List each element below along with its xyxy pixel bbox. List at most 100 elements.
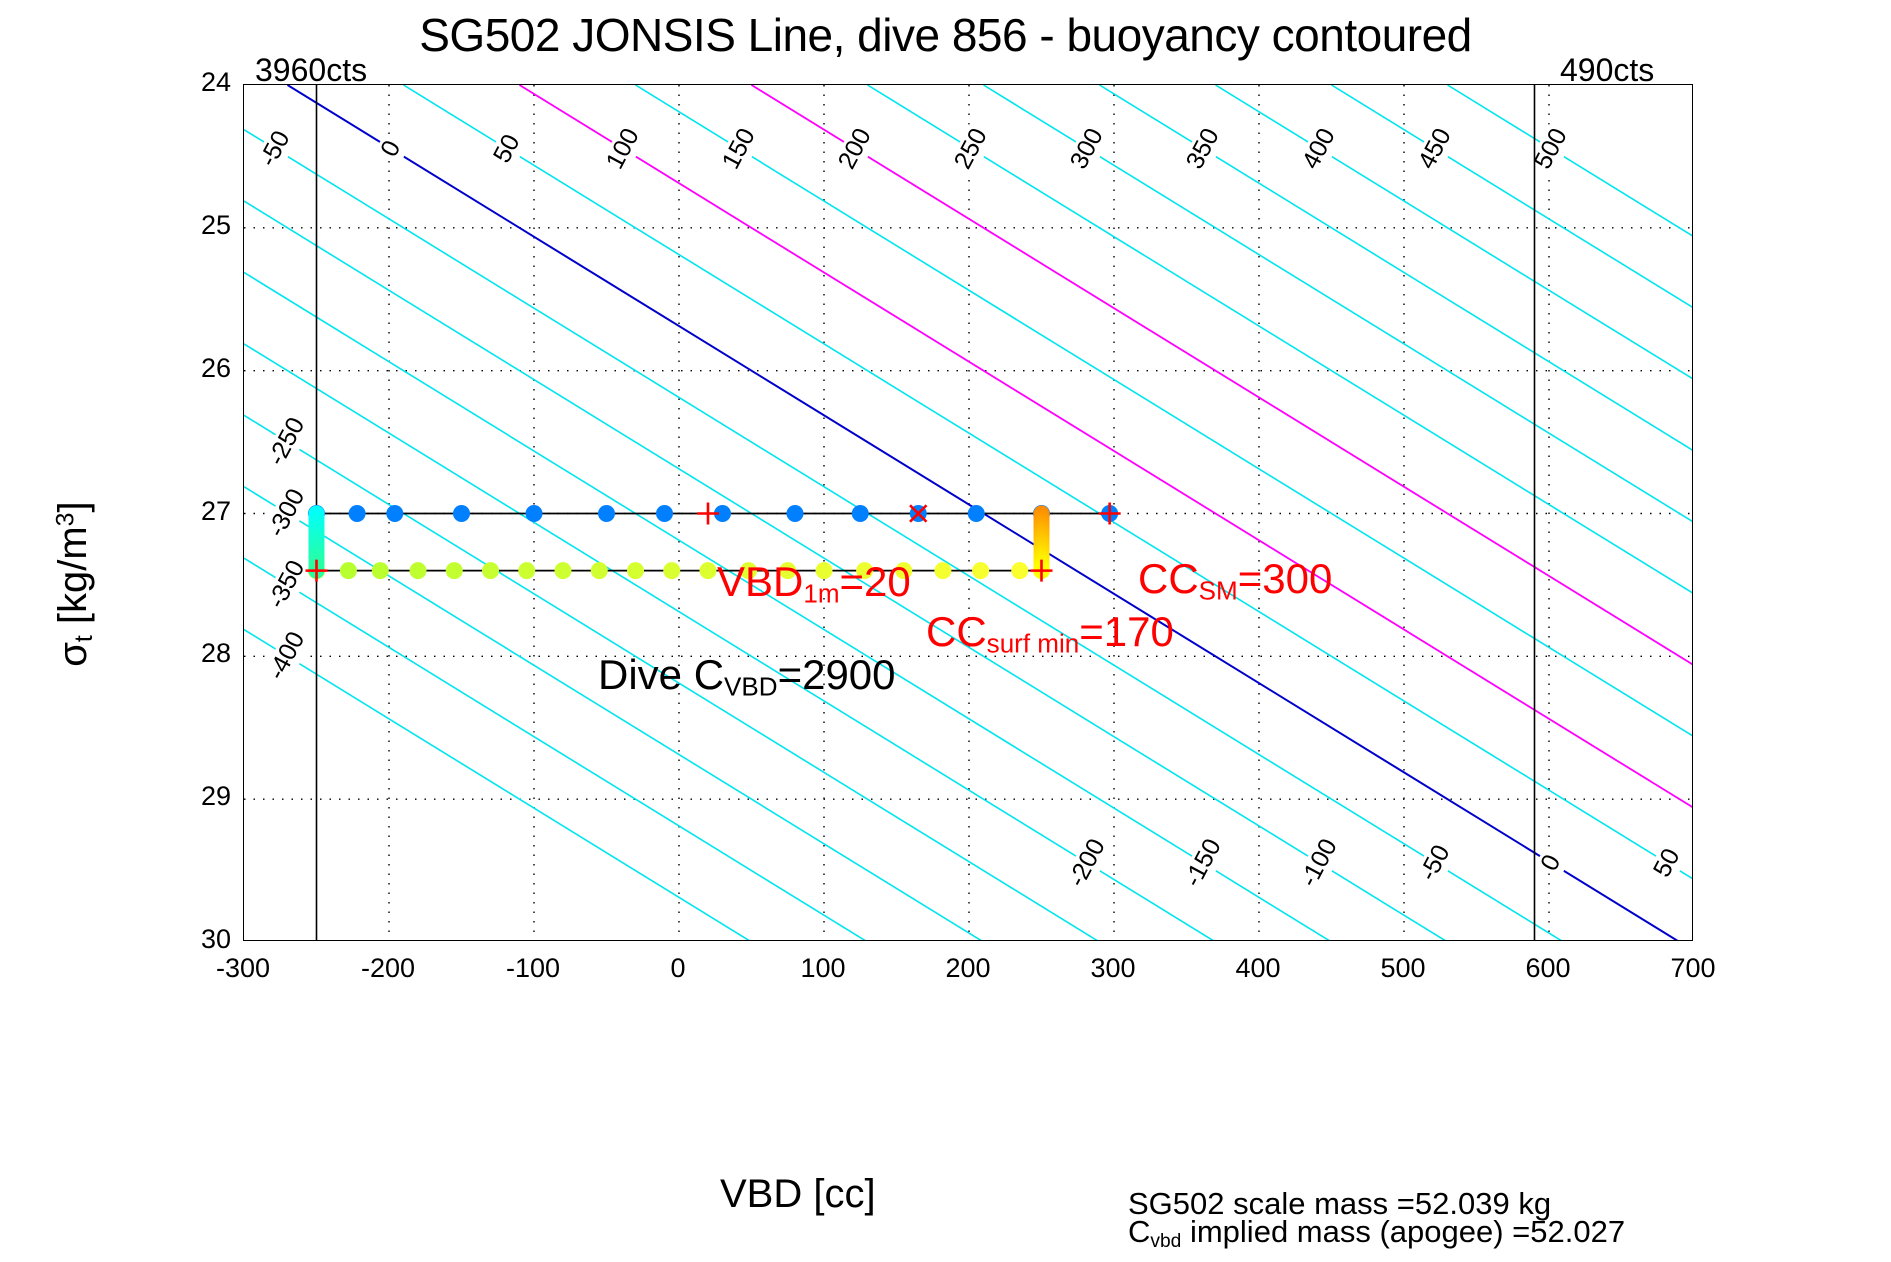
contour-label-mask bbox=[1180, 122, 1227, 176]
data-point bbox=[453, 505, 470, 522]
contour-label: 50 bbox=[1648, 843, 1688, 884]
svg-text:300: 300 bbox=[1065, 124, 1109, 174]
reference-mark bbox=[1098, 502, 1121, 525]
left-counts-label: 3960cts bbox=[255, 52, 368, 88]
x-tick-label: -200 bbox=[360, 953, 416, 983]
reference-mark bbox=[1030, 559, 1053, 582]
y-axis-label-close: ] bbox=[50, 501, 95, 513]
contour-label: -50 bbox=[1412, 837, 1459, 890]
svg-text:450: 450 bbox=[1413, 124, 1457, 174]
data-point bbox=[482, 562, 499, 580]
annotation-cc-sm-sub: SM bbox=[1198, 575, 1238, 606]
contour-label: -150 bbox=[1177, 830, 1231, 897]
contour-line bbox=[1099, 85, 1692, 451]
data-point bbox=[371, 562, 389, 580]
y-axis-label: σt [kg/m3] bbox=[51, 454, 99, 714]
contour-line bbox=[635, 85, 1692, 737]
data-point bbox=[445, 562, 463, 580]
x-tick-label: 100 bbox=[800, 953, 846, 983]
data-point bbox=[815, 562, 833, 580]
data-point bbox=[972, 562, 990, 580]
data-point bbox=[699, 562, 717, 580]
contour-line bbox=[1447, 85, 1692, 237]
right-counts-label: 490cts bbox=[1560, 52, 1655, 88]
svg-text:0: 0 bbox=[375, 136, 406, 161]
y-tick-label: 26 bbox=[200, 352, 231, 383]
contour-line bbox=[519, 85, 1692, 808]
contour-label-mask bbox=[1412, 122, 1459, 176]
x-tick-label: 400 bbox=[1235, 953, 1281, 983]
x-tick-label: -300 bbox=[215, 953, 271, 983]
x-tick-label: -100 bbox=[505, 953, 561, 983]
annotation-cc-surf-min-value: =170 bbox=[1079, 608, 1174, 655]
contour-line bbox=[1331, 85, 1692, 308]
annotation-vbd-1m-value: =20 bbox=[839, 558, 911, 605]
contour-label-mask bbox=[1412, 837, 1459, 890]
contour-line bbox=[244, 557, 866, 940]
contour-line bbox=[244, 414, 1098, 940]
contour-label-mask bbox=[252, 122, 299, 176]
contour-label: -400 bbox=[261, 623, 314, 690]
data-point bbox=[554, 562, 572, 580]
plot-area: -50 0 50 100 150 200 250 300 350 400 450 500 -200 -15… bbox=[243, 84, 1693, 941]
svg-text:150: 150 bbox=[717, 124, 761, 174]
footer-implied-mass-pre: C bbox=[1128, 1214, 1151, 1249]
data-point bbox=[714, 505, 731, 522]
contour-label: 350 bbox=[1180, 122, 1227, 176]
footer-implied-mass-sub: vbd bbox=[1150, 1230, 1182, 1252]
y-tick-label: 25 bbox=[200, 209, 231, 240]
contour-label-mask bbox=[1061, 830, 1115, 897]
reference-marks bbox=[305, 502, 1121, 582]
contour-label: -250 bbox=[261, 409, 314, 476]
annotation-dive-cvbd-sub: VBD bbox=[724, 671, 778, 702]
contour-label-mask bbox=[1648, 843, 1688, 884]
annotation-dive-cvbd-value: =2900 bbox=[777, 651, 896, 698]
data-point bbox=[1011, 562, 1029, 580]
contour-label: -50 bbox=[252, 122, 299, 176]
contour-label-mask bbox=[1296, 122, 1343, 176]
svg-text:400: 400 bbox=[1297, 124, 1341, 174]
y-axis-label-sub: t bbox=[71, 635, 99, 643]
contour-label: 100 bbox=[601, 122, 647, 176]
data-point bbox=[348, 505, 366, 522]
data-point bbox=[590, 562, 608, 580]
data-point bbox=[663, 562, 681, 580]
y-tick-label: 24 bbox=[200, 67, 231, 97]
contour-label-mask bbox=[716, 122, 763, 176]
svg-text:0: 0 bbox=[1535, 850, 1566, 875]
x-tick-label: 200 bbox=[945, 953, 991, 983]
contour-label-mask bbox=[832, 122, 879, 176]
annotation-dive-cvbd-label: Dive C bbox=[598, 651, 725, 698]
x-axis-label: VBD [cc] bbox=[720, 1172, 876, 1216]
data-series bbox=[308, 505, 1119, 580]
y-axis-label-sigma: σ bbox=[50, 642, 95, 667]
data-point bbox=[598, 505, 615, 522]
contour-label: 200 bbox=[832, 122, 879, 176]
svg-text:100: 100 bbox=[601, 124, 645, 174]
annotation-cc-sm-value: =300 bbox=[1237, 555, 1333, 602]
y-axis-label-sup: 3 bbox=[52, 512, 80, 527]
y-axis-label-unit: [kg/m bbox=[50, 526, 95, 636]
reference-mark bbox=[909, 504, 928, 523]
contour-lines bbox=[244, 85, 1692, 940]
data-point bbox=[339, 562, 357, 580]
contour-label-mask bbox=[948, 122, 995, 176]
contour-label: 0 bbox=[1535, 850, 1568, 877]
annotation-cc-surf-min-label: CC bbox=[926, 608, 987, 655]
contour-label: 0 bbox=[375, 136, 408, 163]
contour-label: -100 bbox=[1293, 830, 1347, 897]
contour-label: 150 bbox=[716, 122, 763, 176]
annotation-cc-surf-min-sub: surf min bbox=[986, 628, 1080, 659]
data-point bbox=[386, 505, 404, 522]
annotation-vbd-1m-label: VBD bbox=[717, 558, 804, 605]
svg-text:350: 350 bbox=[1181, 124, 1225, 174]
x-tick-label: 500 bbox=[1380, 953, 1426, 983]
contour-label: -200 bbox=[1061, 830, 1115, 897]
contour-label: 250 bbox=[948, 122, 995, 176]
contour-label-mask bbox=[1293, 830, 1347, 897]
contour-label: -300 bbox=[261, 480, 314, 547]
contour-line bbox=[244, 343, 1214, 940]
data-point bbox=[656, 505, 673, 522]
contour-label-mask bbox=[261, 480, 314, 547]
contour-label-mask bbox=[261, 623, 314, 690]
